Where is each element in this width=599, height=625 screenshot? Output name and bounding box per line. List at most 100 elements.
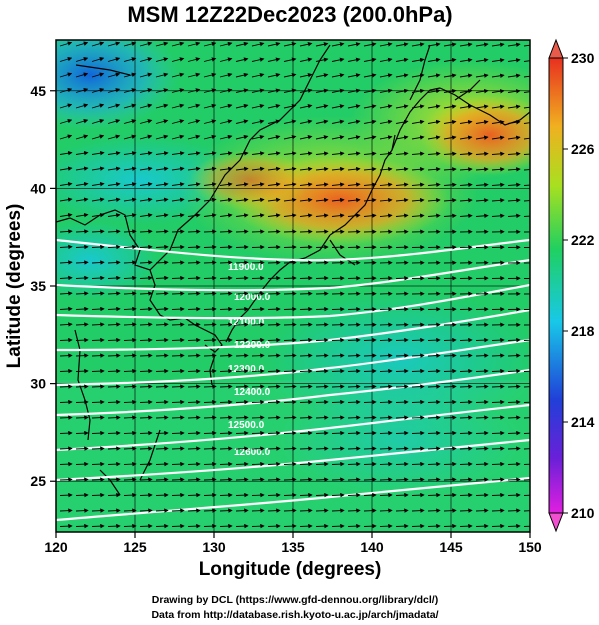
wind-arrow <box>443 135 457 140</box>
wind-arrow <box>283 523 297 529</box>
x-axis-title: Longitude (degrees) <box>199 559 382 580</box>
wind-arrow <box>219 322 233 327</box>
wind-arrow <box>267 166 281 172</box>
wind-arrow <box>267 508 281 513</box>
coastlines <box>56 44 530 496</box>
wind-arrow <box>219 291 233 296</box>
wind-arrow <box>171 415 185 420</box>
wind-arrow <box>395 182 409 187</box>
wind-arrow <box>59 306 73 312</box>
wind-arrow <box>187 213 201 218</box>
wind-arrow <box>139 306 153 312</box>
wind-arrow <box>203 119 217 124</box>
wind-arrow <box>171 430 185 436</box>
wind-arrow <box>411 415 425 420</box>
wind-arrow <box>171 134 185 140</box>
map-title: MSM 12Z22Dec2023 (200.0hPa) <box>127 2 452 27</box>
wind-arrow <box>427 492 441 498</box>
wind-arrow <box>75 477 89 482</box>
wind-arrow <box>395 337 409 343</box>
wind-arrow <box>363 42 377 47</box>
wind-arrow <box>427 337 441 343</box>
wind-arrow <box>523 339 530 341</box>
wind-arrow <box>123 291 137 296</box>
wind-arrow <box>299 306 313 312</box>
wind-arrow <box>379 166 393 172</box>
wind-arrow <box>267 368 281 374</box>
wind-arrow <box>523 510 530 512</box>
wind-arrow <box>443 492 457 498</box>
wind-arrow <box>427 135 441 140</box>
wind-arrow <box>411 73 425 78</box>
wind-arrow <box>491 58 505 63</box>
wind-arrow <box>267 88 281 93</box>
wind-arrow <box>299 415 313 420</box>
wind-arrow <box>107 291 121 296</box>
wind-arrow <box>491 446 505 451</box>
wind-arrow <box>459 430 473 436</box>
wind-arrow <box>235 275 249 281</box>
wind-arrow <box>251 41 265 47</box>
wind-arrow <box>59 446 73 451</box>
wind-arrow <box>411 384 425 389</box>
wind-arrow <box>363 166 377 172</box>
wind-arrow <box>379 368 393 374</box>
colorbar-tick-label: 222 <box>571 232 595 248</box>
wind-arrow <box>91 492 105 498</box>
wind-arrow <box>251 337 265 343</box>
wind-arrow <box>75 103 89 109</box>
wind-arrow <box>267 197 281 203</box>
wind-arrow <box>315 213 329 218</box>
wind-arrow <box>251 229 265 234</box>
wind-arrow <box>507 182 521 188</box>
wind-arrow <box>203 477 217 482</box>
wind-arrow <box>507 492 521 498</box>
wind-arrow <box>75 275 89 281</box>
wind-arrow <box>187 384 201 389</box>
wind-arrow <box>187 57 201 62</box>
wind-arrow <box>443 430 457 436</box>
wind-arrow <box>139 322 153 327</box>
wind-arrow <box>155 103 169 109</box>
wind-arrow <box>411 151 425 156</box>
credit-data: Data from http://database.rish.kyoto-u.a… <box>151 609 438 621</box>
wind-arrow <box>427 461 441 467</box>
wind-arrow <box>331 166 345 172</box>
wind-arrow <box>411 337 425 343</box>
wind-arrow <box>235 523 249 529</box>
wind-arrow <box>91 57 105 62</box>
wind-arrow <box>219 182 233 187</box>
wind-arrow <box>443 523 457 529</box>
wind-arrow <box>235 213 249 218</box>
wind-arrow <box>75 72 89 78</box>
wind-arrow <box>251 508 265 513</box>
wind-arrow <box>251 151 265 156</box>
wind-arrow <box>203 275 217 281</box>
wind-arrow <box>251 492 265 498</box>
wind-arrow <box>347 430 361 436</box>
wind-arrow <box>379 104 393 109</box>
wind-arrow <box>443 353 457 358</box>
wind-arrow <box>283 151 297 156</box>
wind-arrow <box>411 508 425 513</box>
wind-arrow <box>347 151 361 156</box>
wind-arrow <box>203 353 217 358</box>
wind-arrow <box>203 88 217 93</box>
wind-arrow <box>155 166 169 172</box>
wind-arrow <box>107 275 121 281</box>
wind-arrow <box>491 42 505 47</box>
wind-arrow <box>75 353 89 358</box>
wind-arrow <box>75 88 89 93</box>
y-tick-label: 35 <box>30 278 46 294</box>
wind-arrow <box>219 103 233 109</box>
wind-arrow <box>187 151 201 156</box>
wind-arrow <box>443 508 457 513</box>
wind-arrow <box>459 508 473 513</box>
wind-arrow <box>171 57 185 62</box>
wind-arrow <box>187 275 201 281</box>
wind-arrow <box>123 41 137 47</box>
wind-arrow <box>299 446 313 451</box>
wind-arrow <box>107 260 121 265</box>
wind-arrow <box>299 275 313 281</box>
wind-arrow <box>283 229 297 234</box>
